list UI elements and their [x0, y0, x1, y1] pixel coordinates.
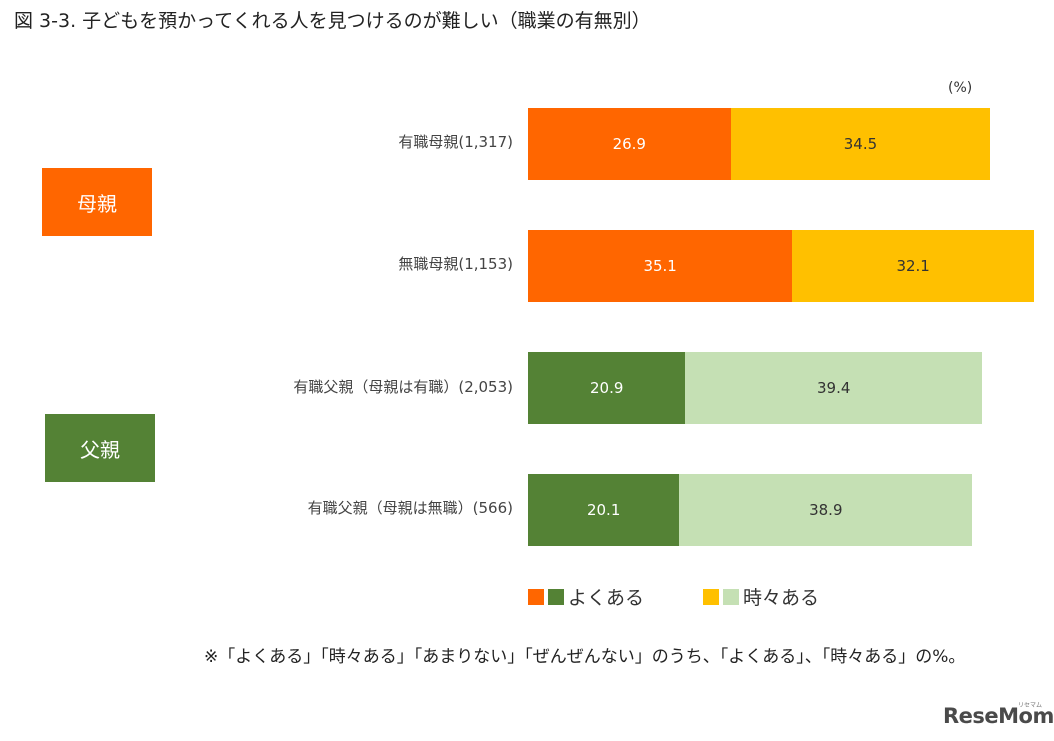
- bar-segment-often: 20.9: [528, 352, 686, 424]
- bar-segment-often: 26.9: [528, 108, 731, 180]
- group-label-father: 父親: [80, 437, 120, 462]
- unit-label: (%): [948, 80, 973, 96]
- group-label-mother: 母親: [77, 191, 117, 216]
- resemom-logo-kana: リセマム: [1018, 702, 1043, 709]
- data-label: 39.4: [817, 379, 851, 397]
- data-label: 38.9: [809, 501, 843, 519]
- bar-segment-sometimes: 38.9: [679, 474, 973, 546]
- legend-swatch-often-father: [548, 588, 564, 605]
- category-label: 有職父親（母親は無職）(566): [307, 499, 513, 517]
- data-label: 20.1: [586, 501, 621, 519]
- category-label: 有職母親(1,317): [398, 133, 513, 151]
- bar-segment-sometimes: 39.4: [685, 352, 983, 424]
- legend-swatch-often-mother: [528, 588, 544, 605]
- category-label: 有職父親（母親は有職）(2,053): [293, 378, 513, 396]
- data-label: 26.9: [612, 135, 646, 153]
- legend-label-often: よくある: [568, 587, 645, 609]
- bar-segment-sometimes: 32.1: [792, 230, 1034, 302]
- legend-sometimes: 時々ある: [703, 583, 819, 610]
- legend-swatch-sometimes-mother: [703, 588, 719, 605]
- data-label: 32.1: [896, 257, 930, 275]
- legend-swatch-sometimes-father: [723, 588, 739, 605]
- group-box-father: 父親: [45, 414, 155, 482]
- legend-label-sometimes: 時々ある: [743, 587, 820, 609]
- bar-segment-often: 35.1: [528, 230, 793, 302]
- resemom-logo: ReseMom: [943, 704, 1054, 728]
- footnote: ※「よくある」「時々ある」「あまりない」「ぜんぜんない」のうち、「よくある」、「…: [204, 647, 966, 667]
- bar-segment-often: 20.1: [528, 474, 680, 546]
- chart-title: 図 3-3. 子どもを預かってくれる人を見つけるのが難しい（職業の有無別）: [14, 10, 651, 32]
- bar-segment-sometimes: 34.5: [730, 108, 991, 180]
- category-label: 無職母親(1,153): [398, 255, 513, 273]
- data-label: 34.5: [843, 135, 878, 153]
- data-label: 20.9: [589, 379, 624, 397]
- group-box-mother: 母親: [42, 168, 152, 236]
- data-label: 35.1: [643, 257, 677, 275]
- legend-often: よくある: [528, 583, 644, 610]
